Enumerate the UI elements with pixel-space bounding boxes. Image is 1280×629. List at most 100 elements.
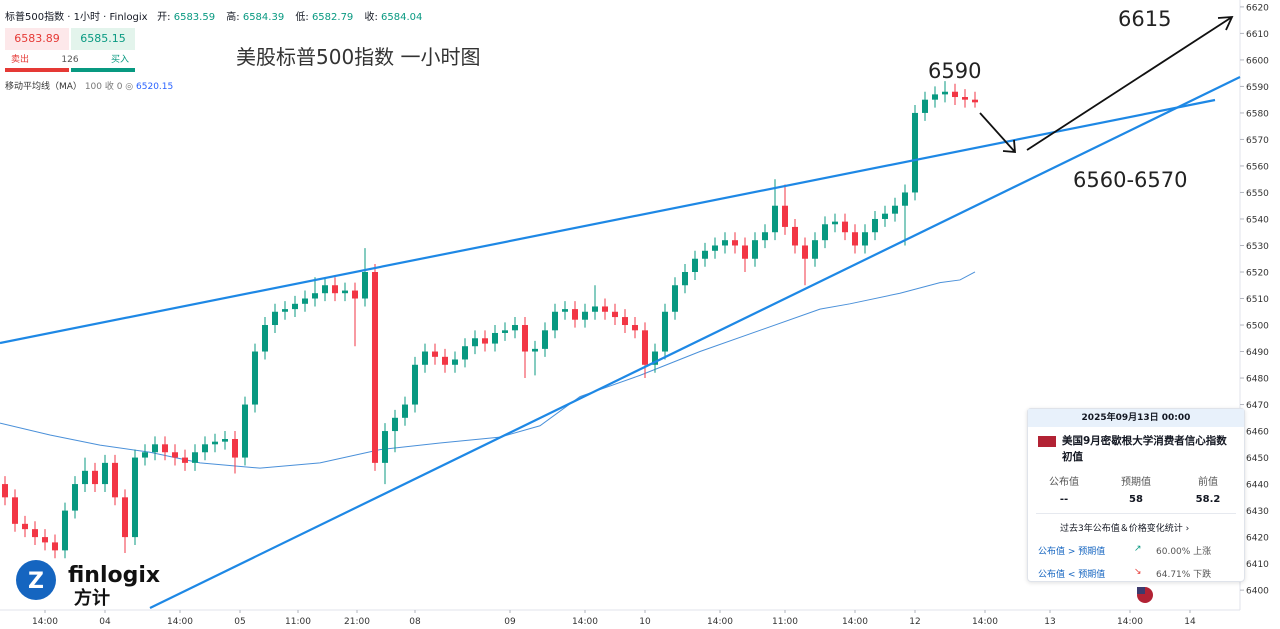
candle-body bbox=[232, 439, 238, 458]
y-tick-label: 6550 bbox=[1246, 189, 1269, 199]
ma-label: 移动平均线（MA） bbox=[5, 82, 82, 92]
candle-body bbox=[312, 293, 318, 299]
candle-body bbox=[462, 346, 468, 360]
buy-button[interactable]: 买入 bbox=[110, 55, 129, 65]
symbol: 标普500指数 · 1小时 · Finlogix bbox=[5, 12, 148, 23]
candle-body bbox=[92, 470, 98, 485]
sell-bar bbox=[5, 68, 69, 72]
candle-body bbox=[662, 311, 668, 352]
y-tick-label: 6480 bbox=[1246, 375, 1269, 385]
x-tick-label: 04 bbox=[99, 617, 111, 627]
y-tick-label: 6530 bbox=[1246, 242, 1269, 252]
up-icon: ↗ bbox=[1134, 544, 1142, 554]
candle-body bbox=[182, 457, 188, 463]
y-tick-label: 6420 bbox=[1246, 534, 1269, 544]
candle-body bbox=[292, 303, 298, 310]
candle-body bbox=[22, 523, 28, 530]
y-tick-label: 6540 bbox=[1246, 215, 1269, 225]
candle-body bbox=[432, 351, 438, 357]
arrows bbox=[979, 15, 1234, 153]
candle-body bbox=[382, 431, 388, 463]
x-tick-label: 08 bbox=[409, 617, 421, 627]
candle-body bbox=[842, 221, 848, 233]
ma-params: 100 收 0 ◎ bbox=[84, 82, 134, 92]
arrow bbox=[1026, 15, 1234, 151]
y-tick-label: 6580 bbox=[1246, 109, 1269, 119]
candle-body bbox=[12, 497, 18, 524]
column-label: 公布值 bbox=[1049, 477, 1079, 488]
y-tick-label: 6400 bbox=[1246, 587, 1269, 597]
event-values: -- 58 58.2 bbox=[1028, 494, 1244, 505]
action-row: 卖出 126 买入 bbox=[5, 52, 135, 68]
y-tick-label: 6410 bbox=[1246, 560, 1269, 570]
candle-body bbox=[392, 417, 398, 432]
sell-price[interactable]: 6583.89 bbox=[5, 28, 69, 50]
bar-row bbox=[5, 68, 135, 72]
candle-body bbox=[72, 484, 78, 511]
stats-link[interactable]: 过去3年公布值＆价格变化统计 › bbox=[1036, 513, 1236, 534]
candle-body bbox=[782, 205, 788, 227]
y-tick-label: 6520 bbox=[1246, 268, 1269, 278]
candle-body bbox=[472, 338, 478, 347]
candle-body bbox=[512, 325, 518, 331]
event-title[interactable]: 美国9月密歇根大学消费者信心指数初值 bbox=[1062, 435, 1227, 463]
candle-body bbox=[722, 240, 728, 246]
stat-row: 公布值 > 预期值 ↗ 60.00% 上涨 bbox=[1028, 544, 1244, 557]
x-tick-label: 14:00 bbox=[572, 617, 598, 627]
candle-body bbox=[192, 452, 198, 463]
trend-line bbox=[149, 76, 1241, 609]
candle-body bbox=[592, 306, 598, 312]
candle-body bbox=[162, 444, 168, 453]
x-tick-label: 11:00 bbox=[285, 617, 311, 627]
buy-bar bbox=[71, 68, 135, 72]
column-value: 58.2 bbox=[1195, 494, 1221, 505]
column-value: 58 bbox=[1129, 494, 1143, 505]
ma-legend: 移动平均线（MA） 100 收 0 ◎ 6520.15 bbox=[5, 79, 173, 92]
candle-body bbox=[352, 290, 358, 299]
y-tick-label: 6470 bbox=[1246, 401, 1269, 411]
candle-body bbox=[652, 351, 658, 365]
ohlc-value: 6584.04 bbox=[381, 12, 423, 23]
sell-button[interactable]: 卖出 bbox=[10, 55, 29, 65]
candle-body bbox=[802, 245, 808, 259]
candle-body bbox=[882, 213, 888, 219]
candle-body bbox=[202, 444, 208, 453]
candle-body bbox=[902, 192, 908, 206]
trend-line bbox=[0, 98, 1216, 345]
x-tick-label: 10 bbox=[639, 617, 651, 627]
candle-body bbox=[62, 510, 68, 551]
candle-body bbox=[452, 359, 458, 365]
candle-body bbox=[122, 497, 128, 538]
logo-mark: Z bbox=[28, 569, 44, 594]
flag-canton bbox=[1137, 587, 1145, 594]
x-tick-label: 11:00 bbox=[772, 617, 798, 627]
candle-body bbox=[612, 311, 618, 318]
y-tick-label: 6450 bbox=[1246, 454, 1269, 464]
candle-body bbox=[912, 112, 918, 193]
x-tick-label: 14:00 bbox=[167, 617, 193, 627]
candle-body bbox=[702, 250, 708, 259]
candle-body bbox=[942, 91, 948, 95]
candle-body bbox=[522, 325, 528, 352]
logo-brand: finlogix bbox=[68, 563, 160, 588]
annotation: 6590 bbox=[928, 59, 981, 83]
candle-body bbox=[252, 351, 258, 405]
logo-icon bbox=[16, 560, 56, 600]
candle-body bbox=[142, 452, 148, 458]
candle-body bbox=[622, 317, 628, 326]
x-tick-label: 14:00 bbox=[972, 617, 998, 627]
annotation: 6615 bbox=[1118, 7, 1171, 31]
trade-box: 6583.89 6585.15 卖出 126 买入 bbox=[5, 28, 135, 72]
candle-body bbox=[562, 309, 568, 312]
candle-body bbox=[322, 285, 328, 294]
candle-body bbox=[212, 441, 218, 445]
candle-body bbox=[302, 298, 308, 304]
x-tick-label: 14:00 bbox=[1117, 617, 1143, 627]
candle-body bbox=[642, 330, 648, 365]
candle-body bbox=[282, 309, 288, 312]
buy-price[interactable]: 6585.15 bbox=[71, 28, 135, 50]
candle-body bbox=[412, 364, 418, 405]
y-tick-label: 6600 bbox=[1246, 56, 1269, 66]
y-tick-label: 6460 bbox=[1246, 428, 1269, 438]
